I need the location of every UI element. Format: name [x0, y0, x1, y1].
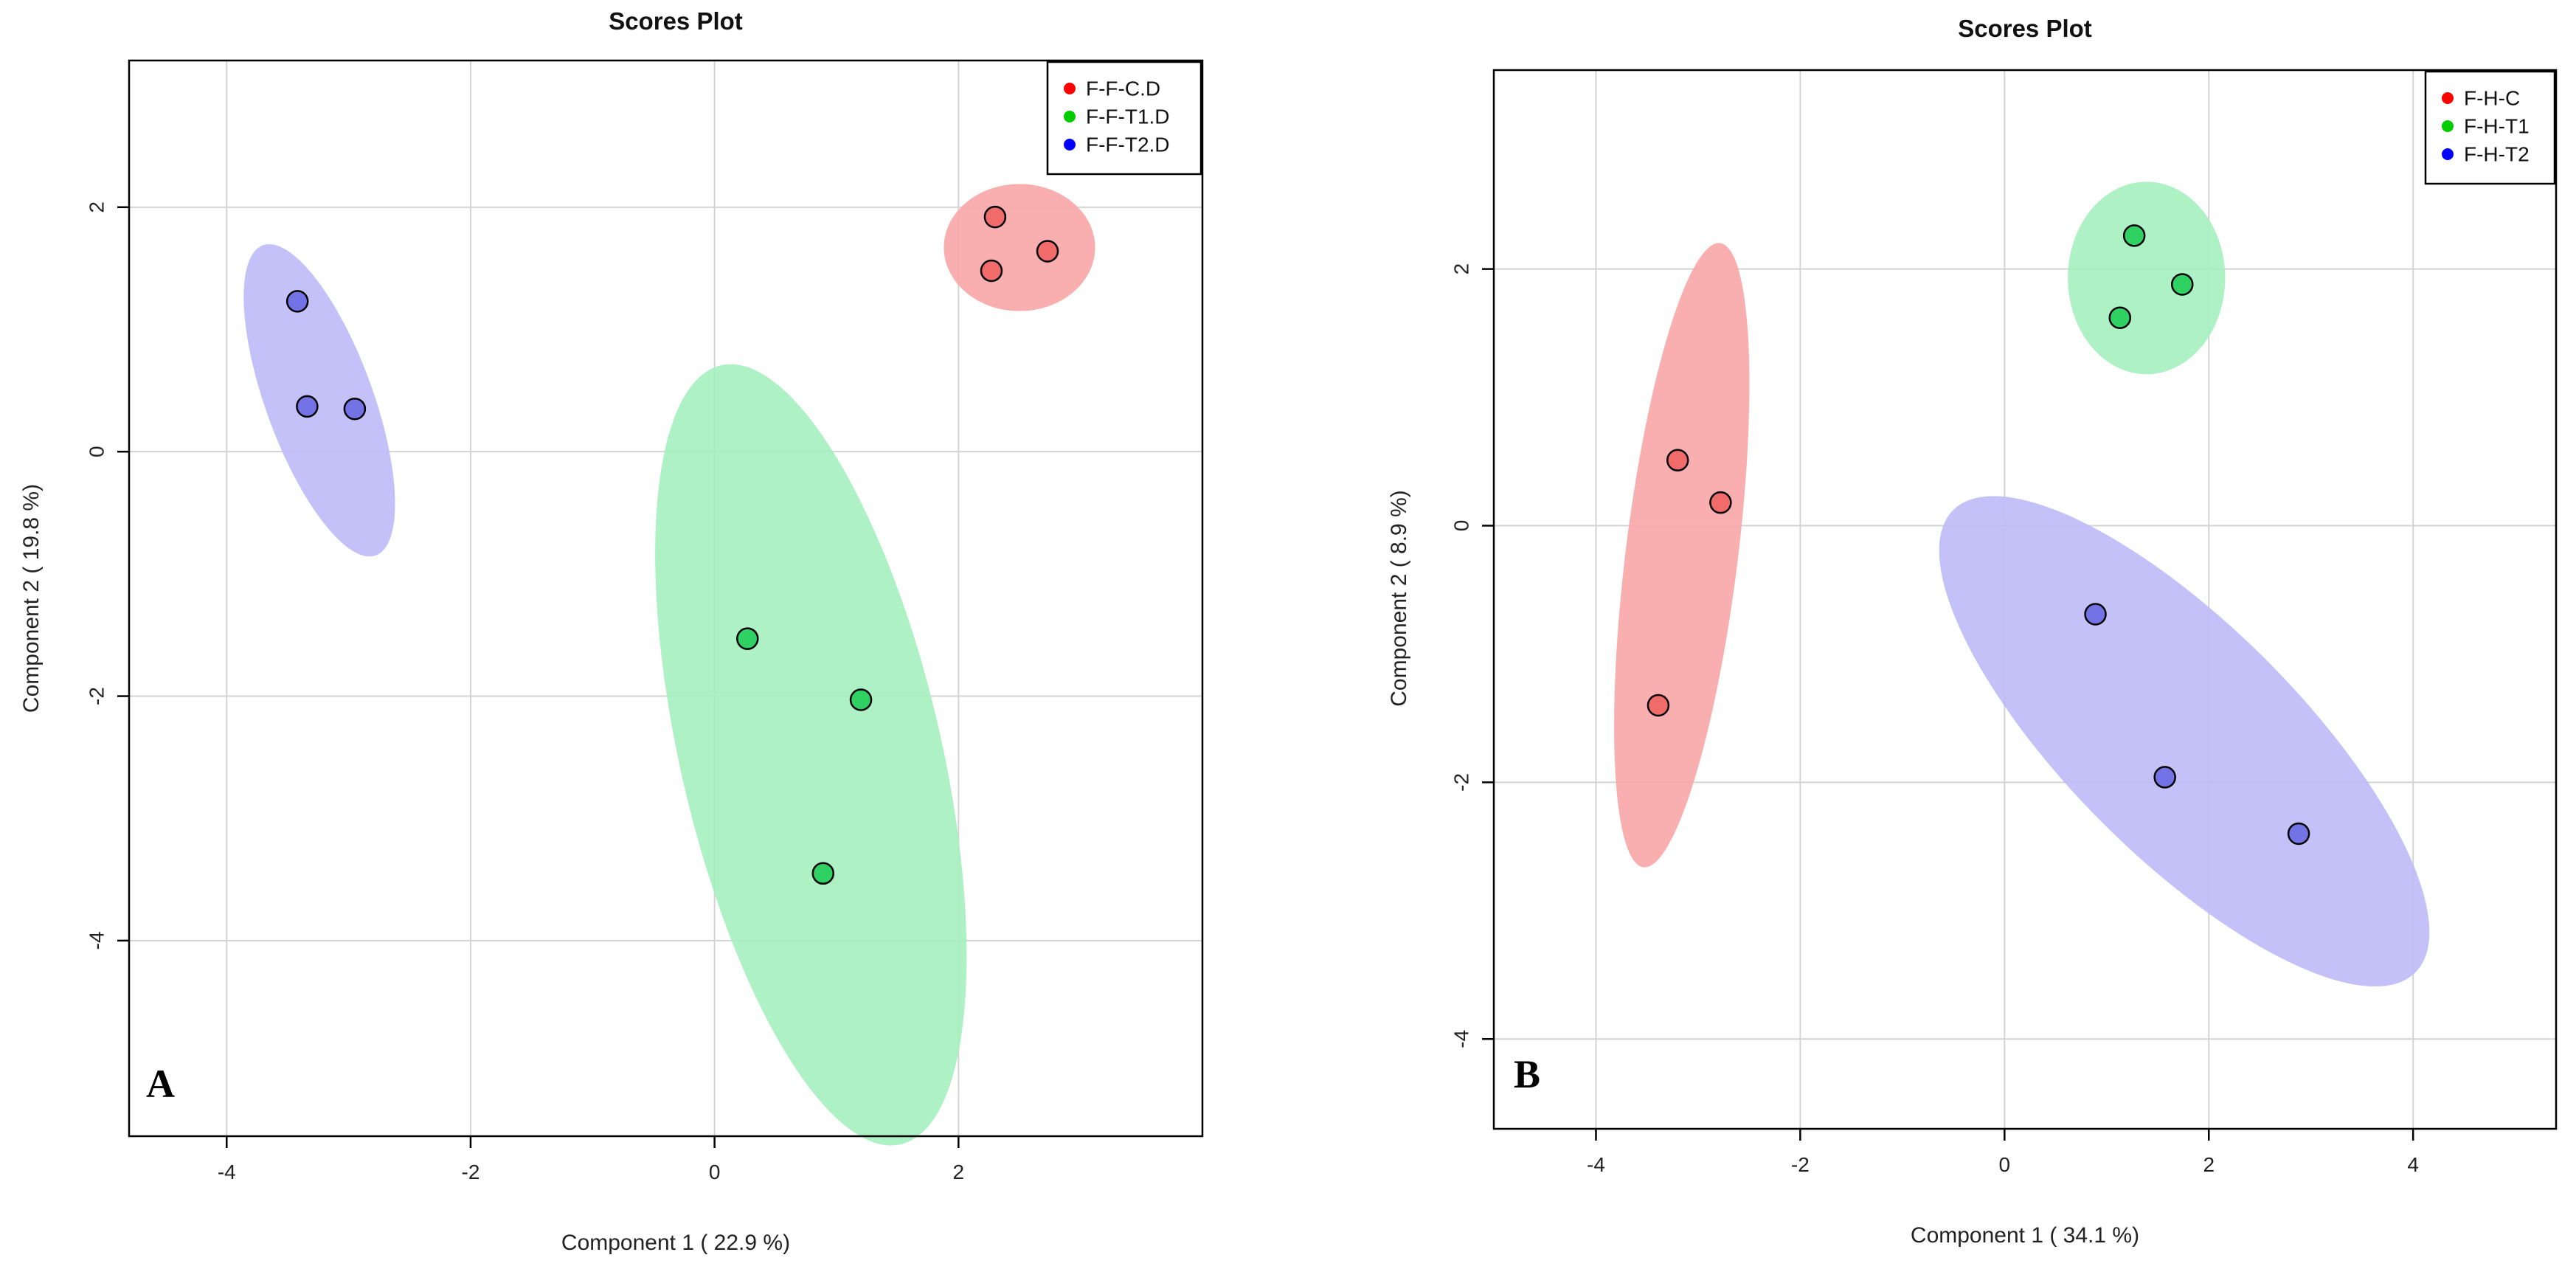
panel-a-ellipse-f-f-t2d — [243, 243, 395, 557]
panel-a-point-f-f-t1d-2 — [849, 688, 873, 711]
panel-a-y-tick-label: 0 — [86, 446, 108, 457]
panel-a-scores-plot: Scores Plot -4 -2 0 2 -4 -2 0 2 Component 1 ( … — [19, 7, 1204, 1255]
panel-b-legend-marker — [2442, 120, 2454, 132]
panel-b-x-axis-label: Component 1 ( 34.1 %) — [1911, 1223, 2139, 1248]
panel-b-title: Scores Plot — [1958, 15, 2092, 42]
panel-a-point-f-f-t2d-1 — [285, 290, 309, 313]
panel-a-point-f-f-cd-3 — [980, 259, 1003, 283]
panel-a-y-tick-label: -2 — [86, 687, 108, 705]
panel-b-point-f-h-t2-3 — [2287, 822, 2310, 846]
panel-b-y-tick-label: -4 — [1450, 1030, 1473, 1048]
panel-b-x-tick-label: 0 — [1999, 1153, 2011, 1176]
panel-b-ellipse-f-h-c — [1614, 243, 1750, 868]
panel-b-point-f-h-c-2 — [1709, 491, 1732, 514]
panel-b-point-f-h-t2-1 — [2084, 603, 2107, 626]
panel-a-legend-label: F-F-C.D — [1086, 77, 1160, 100]
panel-b-x-tick-label: -4 — [1587, 1153, 1605, 1176]
panel-a-x-tick-label: -4 — [218, 1161, 236, 1183]
panel-a-point-f-f-t2d-2 — [296, 395, 319, 418]
panel-b-legend-marker — [2442, 92, 2454, 104]
panel-a-point-f-f-cd-1 — [983, 205, 1007, 229]
panel-b-x-axis: -4 -2 0 2 4 — [1587, 1129, 2419, 1176]
panel-b-x-tick-label: 2 — [2203, 1153, 2215, 1176]
panel-a-plot-frame — [128, 59, 1204, 1138]
panel-a-legend-marker — [1064, 83, 1076, 94]
panel-a-title: Scores Plot — [609, 7, 743, 35]
panel-a-ellipse-f-f-cd — [944, 184, 1095, 311]
panel-b-ellipse-f-h-t2 — [1939, 496, 2430, 986]
panel-a-x-tick-label: 0 — [709, 1161, 721, 1183]
panel-b-point-f-h-c-1 — [1666, 449, 1689, 472]
panel-b-point-f-h-t2-2 — [2153, 766, 2176, 789]
panel-b-confidence-ellipses — [1614, 181, 2430, 986]
panel-b-legend: F-H-C F-H-T1 F-H-T2 — [2424, 70, 2556, 185]
panel-a-x-axis: -4 -2 0 2 — [218, 1136, 964, 1183]
panel-b-x-tick-label: -2 — [1791, 1153, 1810, 1176]
panel-b-legend-label: F-H-T2 — [2464, 143, 2530, 166]
panel-b-data-points — [1647, 224, 2310, 846]
panel-a-legend-label: F-F-T2.D — [1086, 134, 1170, 156]
panel-a-point-f-f-t1d-3 — [811, 862, 835, 885]
panel-a-y-tick-label: -4 — [86, 931, 108, 950]
panel-a-legend-label: F-F-T1.D — [1086, 106, 1170, 128]
panel-b-y-axis: -4 -2 0 2 — [1450, 263, 1494, 1048]
panel-a-point-f-f-t1d-1 — [736, 627, 759, 650]
panel-b-legend-label: F-H-C — [2464, 87, 2520, 110]
panel-b-label: B — [1514, 1052, 1540, 1096]
panel-a-x-tick-label: -2 — [462, 1161, 480, 1183]
panel-b-x-tick-label: 4 — [2407, 1153, 2419, 1176]
panel-a-point-f-f-t2d-3 — [343, 397, 367, 421]
panel-a-y-axis: -4 -2 0 2 — [86, 201, 129, 950]
panel-a-x-axis-label: Component 1 ( 22.9 %) — [561, 1231, 790, 1255]
panel-b-legend-marker — [2442, 148, 2454, 160]
panel-b-y-tick-label: 0 — [1450, 520, 1473, 532]
panel-a-confidence-ellipses — [243, 184, 1095, 1146]
panel-b-point-f-h-t1-1 — [2122, 224, 2146, 247]
panel-b-point-f-h-t1-3 — [2108, 306, 2132, 329]
panel-b-point-f-h-t1-2 — [2170, 273, 2194, 296]
panel-a-y-axis-label: Component 2 ( 19.8 %) — [19, 484, 44, 713]
panel-a-legend-marker — [1064, 111, 1076, 122]
panel-b-point-f-h-c-3 — [1647, 694, 1670, 717]
panel-a-x-tick-label: 2 — [953, 1161, 965, 1183]
panel-b-scores-plot: Scores Plot -4 -2 0 2 4 -4 -2 0 2 Component 1 (… — [1387, 15, 2558, 1248]
panel-a-legend-marker — [1064, 139, 1076, 151]
panel-a-point-f-f-cd-2 — [1036, 240, 1059, 263]
panel-b-legend-box — [2424, 70, 2556, 185]
panel-a-data-points — [285, 205, 1059, 885]
panel-b-y-axis-label: Component 2 ( 8.9 %) — [1387, 490, 1411, 706]
panel-a-y-tick-label: 2 — [86, 201, 108, 213]
panel-b-y-tick-label: -2 — [1450, 773, 1473, 792]
panel-b-y-tick-label: 2 — [1450, 263, 1473, 275]
panel-a-label: A — [146, 1062, 175, 1106]
panel-b-ellipse-f-h-t1 — [2068, 181, 2226, 375]
panel-a-legend-box — [1046, 60, 1202, 176]
panel-a-ellipse-f-f-t1d — [655, 364, 967, 1146]
panel-b-legend-label: F-H-T1 — [2464, 115, 2530, 138]
panel-b-plot-frame — [1492, 69, 2558, 1130]
panel-a-legend: F-F-C.D F-F-T1.D F-F-T2.D — [1046, 60, 1202, 176]
